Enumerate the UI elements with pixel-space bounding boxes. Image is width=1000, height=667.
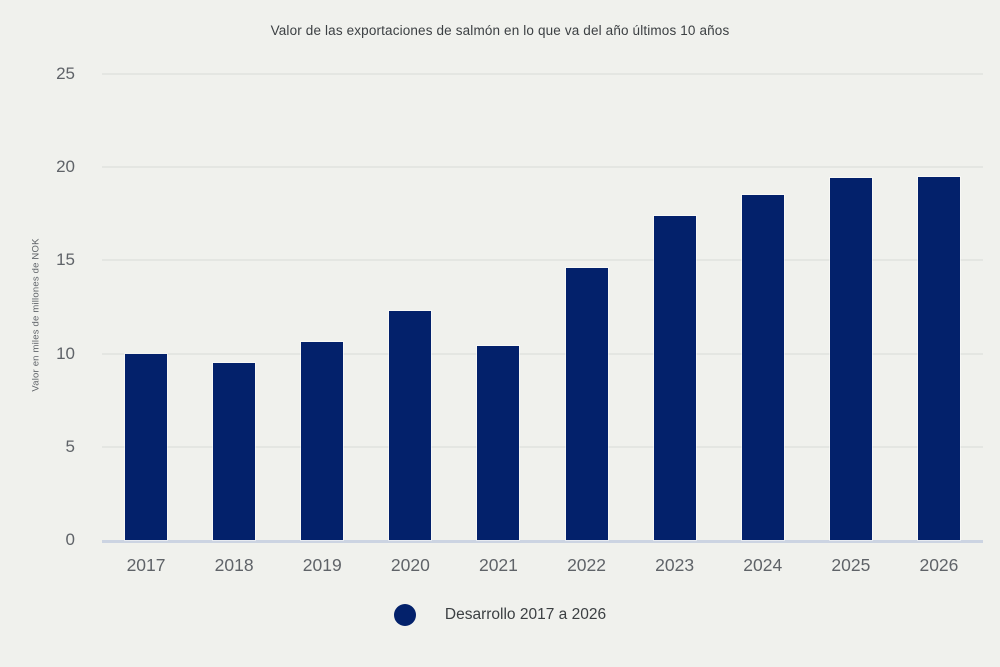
bar-2024 (741, 195, 784, 540)
x-tick-label-2022: 2022 (567, 555, 607, 575)
x-tick-label-2024: 2024 (743, 555, 783, 575)
gridline-5 (102, 445, 983, 448)
x-tick-label-2019: 2019 (302, 555, 342, 575)
x-tick-label-2018: 2018 (214, 555, 254, 575)
bar-2022 (565, 267, 608, 540)
plot-area: 0 5 10 15 20 25 2017 2018 2019 2020 2021 2022 2023 20… (56, 64, 983, 575)
bar-2020 (389, 310, 432, 540)
gridline-20 (102, 166, 983, 169)
x-tick-label-2017: 2017 (126, 555, 166, 575)
y-tick-label-0: 0 (65, 530, 75, 549)
y-tick-label-5: 5 (65, 436, 75, 456)
bar-2017 (125, 353, 168, 540)
y-axis-label: Valor en miles de millones de NOK (30, 238, 42, 392)
y-tick-label-15: 15 (56, 250, 75, 270)
y-tick-label-10: 10 (56, 343, 75, 363)
legend-marker-circle-icon (393, 604, 416, 626)
bar-2026 (917, 176, 960, 540)
x-tick-label-2026: 2026 (919, 555, 959, 575)
chart-title: Valor de las exportaciones de salmón en … (270, 23, 730, 38)
y-tick-label-20: 20 (56, 157, 75, 177)
y-tick-label-25: 25 (56, 64, 75, 83)
x-tick-label-2021: 2021 (478, 555, 518, 575)
bar-2018 (213, 362, 256, 540)
bar-2019 (301, 342, 344, 540)
x-tick-label-2020: 2020 (390, 555, 430, 575)
gridline-10 (102, 352, 983, 355)
x-tick-label-2025: 2025 (831, 555, 871, 575)
bar-2023 (653, 215, 696, 540)
gridline-25 (102, 73, 983, 75)
gridline-15 (102, 259, 983, 262)
bar-2025 (829, 178, 872, 540)
x-tick-label-2023: 2023 (655, 555, 695, 575)
legend: Desarrollo 2017 a 2026 (0, 604, 1000, 626)
bar-2021 (477, 346, 520, 540)
legend-series-label: Desarrollo 2017 a 2026 (444, 606, 607, 623)
